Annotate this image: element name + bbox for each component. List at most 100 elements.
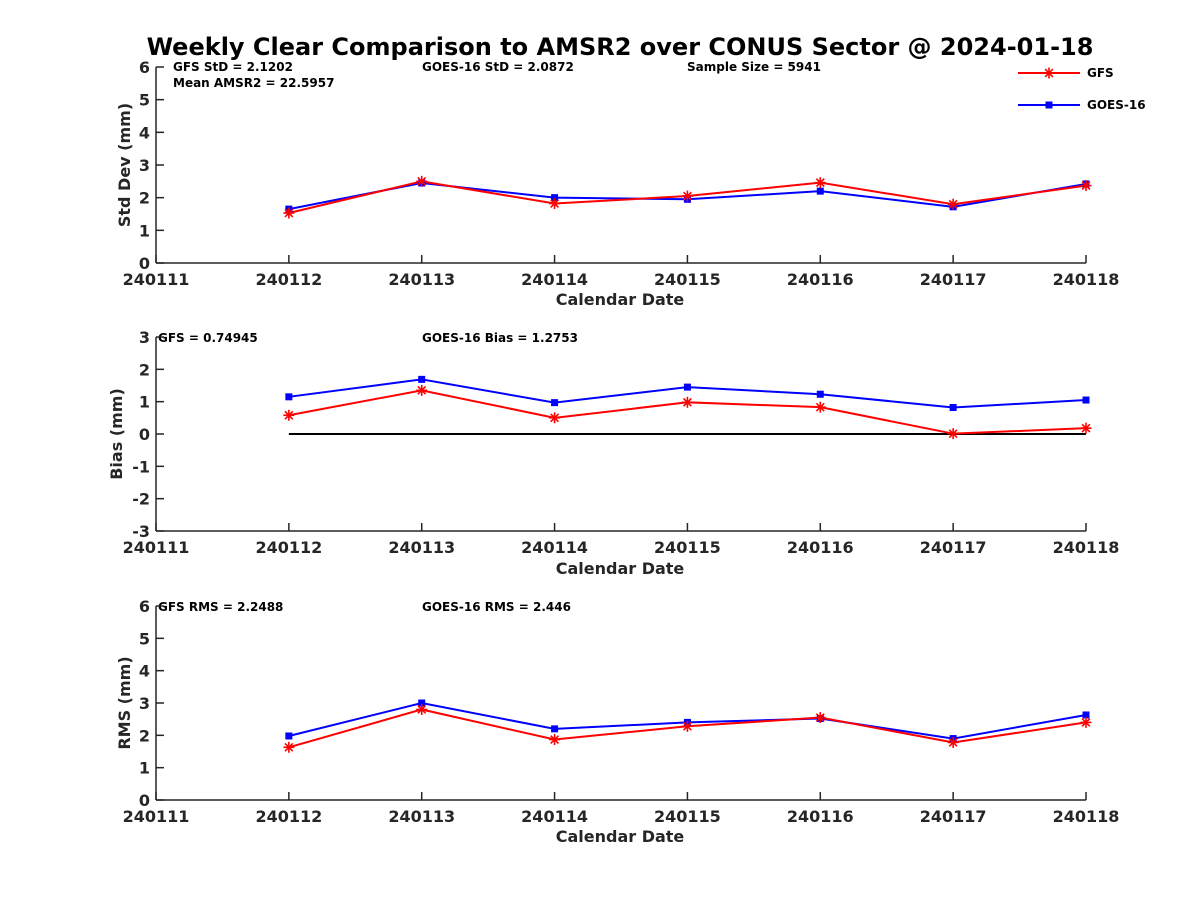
annotation-gfs-rms: GFS RMS = 2.2488 xyxy=(158,600,283,614)
x-tick-label: 240112 xyxy=(255,538,322,557)
data-point-goes16 xyxy=(551,399,559,407)
x-tick-label: 240113 xyxy=(388,270,455,289)
x-tick-label: 240118 xyxy=(1053,807,1120,826)
x-axis-label: Calendar Date xyxy=(556,559,685,578)
y-tick-label: 5 xyxy=(139,91,150,110)
x-tick-label: 240113 xyxy=(388,807,455,826)
data-point-goes16 xyxy=(816,390,824,398)
legend-marker-point xyxy=(1043,67,1055,79)
x-tick-label: 240112 xyxy=(255,807,322,826)
x-tick-label: 240111 xyxy=(123,538,190,557)
y-tick-label: 2 xyxy=(139,726,150,745)
y-tick-label: 6 xyxy=(139,58,150,77)
y-tick-label: 4 xyxy=(139,662,150,681)
x-tick-label: 240111 xyxy=(123,807,190,826)
x-tick-label: 240117 xyxy=(920,538,987,557)
x-tick-label: 240111 xyxy=(123,270,190,289)
x-tick-label: 240113 xyxy=(388,538,455,557)
data-point-gfs xyxy=(549,412,561,424)
y-axis-label: RMS (mm) xyxy=(115,656,134,749)
data-point-gfs xyxy=(814,401,826,413)
data-point-gfs xyxy=(947,198,959,210)
data-point-goes16 xyxy=(683,383,691,391)
y-tick-label: 5 xyxy=(139,629,150,648)
annotation-goes16-bias: GOES-16 Bias = 1.2753 xyxy=(422,331,578,345)
data-point-goes16 xyxy=(816,187,824,195)
panel-std-dev: GFS StD = 2.1202 Mean AMSR2 = 22.5957 GO… xyxy=(115,58,1119,309)
x-tick-label: 240118 xyxy=(1053,538,1120,557)
x-tick-label: 240116 xyxy=(787,807,854,826)
y-tick-label: 2 xyxy=(139,189,150,208)
data-point-gfs xyxy=(549,734,561,746)
x-tick-label: 240117 xyxy=(920,807,987,826)
x-tick-label: 240114 xyxy=(521,807,588,826)
y-tick-label: 1 xyxy=(139,221,150,240)
x-tick-label: 240115 xyxy=(654,538,721,557)
y-tick-label: -3 xyxy=(132,522,150,541)
annotation-sample-size: Sample Size = 5941 xyxy=(687,60,821,74)
data-point-gfs xyxy=(283,207,295,219)
y-tick-label: 6 xyxy=(139,597,150,616)
data-point-gfs xyxy=(416,384,428,396)
y-tick-label: 4 xyxy=(139,123,150,142)
data-point-goes16 xyxy=(1082,711,1090,719)
data-point-gfs xyxy=(283,409,295,421)
data-point-gfs xyxy=(549,198,561,210)
x-axis-label: Calendar Date xyxy=(556,827,685,846)
data-point-gfs xyxy=(416,703,428,715)
data-point-goes16 xyxy=(418,375,426,383)
data-point-goes16 xyxy=(285,393,293,401)
y-tick-label: 2 xyxy=(139,360,150,379)
data-point-goes16 xyxy=(551,725,559,733)
data-point-gfs xyxy=(1080,180,1092,192)
legend-marker-gfs-icon xyxy=(1043,67,1055,79)
y-tick-label: -2 xyxy=(132,490,150,509)
legend: GFS GOES-16 xyxy=(1018,66,1146,112)
x-tick-label: 240117 xyxy=(920,270,987,289)
data-point-gfs xyxy=(814,177,826,189)
annotation-goes16-std: GOES-16 StD = 2.0872 xyxy=(422,60,574,74)
data-point-gfs xyxy=(814,712,826,724)
data-point-goes16 xyxy=(949,403,957,411)
annotation-mean-amsr2: Mean AMSR2 = 22.5957 xyxy=(173,76,334,90)
data-point-gfs xyxy=(1080,716,1092,728)
y-tick-label: 0 xyxy=(139,254,150,273)
data-point-gfs xyxy=(1080,422,1092,434)
legend-marker-point xyxy=(1045,101,1053,109)
data-point-goes16 xyxy=(551,194,559,202)
legend-label-goes16: GOES-16 xyxy=(1087,98,1146,112)
figure-title: Weekly Clear Comparison to AMSR2 over CO… xyxy=(147,33,1094,61)
x-tick-label: 240118 xyxy=(1053,270,1120,289)
annotation-gfs-std: GFS StD = 2.1202 xyxy=(173,60,293,74)
y-axis-label: Bias (mm) xyxy=(107,388,126,480)
x-axis-label: Calendar Date xyxy=(556,290,685,309)
y-axis-label: Std Dev (mm) xyxy=(115,103,134,227)
y-tick-label: 0 xyxy=(139,425,150,444)
data-point-gfs xyxy=(681,720,693,732)
x-tick-label: 240112 xyxy=(255,270,322,289)
x-tick-label: 240114 xyxy=(521,538,588,557)
legend-label-gfs: GFS xyxy=(1087,66,1114,80)
y-tick-label: 3 xyxy=(139,156,150,175)
y-tick-label: -1 xyxy=(132,457,150,476)
legend-marker-goes16-icon xyxy=(1045,101,1053,109)
annotation-gfs-bias: GFS = 0.74945 xyxy=(158,331,258,345)
y-tick-label: 1 xyxy=(139,393,150,412)
data-point-gfs xyxy=(947,428,959,440)
data-point-gfs xyxy=(283,741,295,753)
data-point-goes16 xyxy=(285,732,293,740)
data-point-gfs xyxy=(947,736,959,748)
y-tick-label: 3 xyxy=(139,328,150,347)
panel-bias: GFS = 0.74945 GOES-16 Bias = 1.2753 Cale… xyxy=(107,328,1119,578)
x-tick-label: 240115 xyxy=(654,270,721,289)
data-point-gfs xyxy=(681,396,693,408)
y-tick-label: 0 xyxy=(139,791,150,810)
data-point-gfs xyxy=(681,190,693,202)
x-tick-label: 240114 xyxy=(521,270,588,289)
x-tick-label: 240116 xyxy=(787,270,854,289)
y-tick-label: 3 xyxy=(139,694,150,713)
annotation-goes16-rms: GOES-16 RMS = 2.446 xyxy=(422,600,571,614)
x-tick-label: 240115 xyxy=(654,807,721,826)
data-point-gfs xyxy=(416,175,428,187)
